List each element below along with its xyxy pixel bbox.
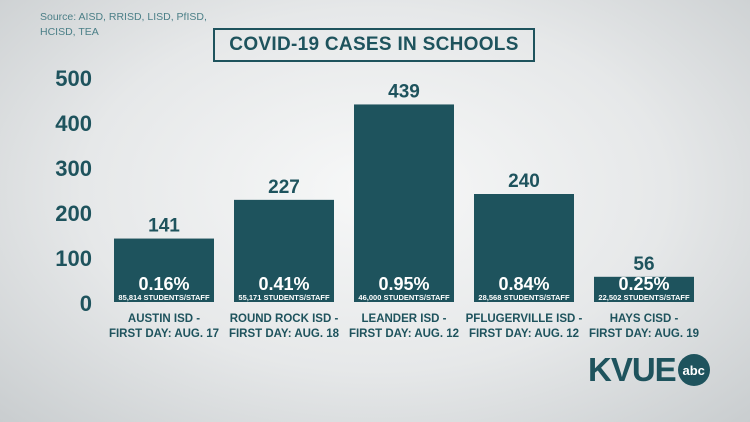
y-tick-label: 400 [55,111,92,136]
bar-percent-label: 0.25% [618,274,669,294]
x-category-label: PFLUGERVILLE ISD - [466,313,583,325]
bar [234,199,334,302]
x-category-label: LEANDER ISD - [362,313,447,325]
station-logo-text: KVUE [588,351,677,388]
x-category-label: AUSTIN ISD - [128,313,200,325]
y-tick-label: 200 [55,201,92,226]
bar [594,276,694,302]
y-tick-label: 300 [55,156,92,181]
x-category-label: FIRST DAY: AUG. 12 [349,328,459,340]
bar-population-label: 28,568 STUDENTS/STAFF [478,293,570,302]
bar [474,194,574,302]
y-tick-label: 100 [55,246,92,271]
bar-population-label: 85,814 STUDENTS/STAFF [118,293,210,302]
network-logo-icon: abc [677,354,710,386]
bar [114,238,214,302]
x-category-label: FIRST DAY: AUG. 18 [229,328,340,340]
bar-population-label: 55,171 STUDENTS/STAFF [238,293,330,302]
y-tick-label: 500 [55,66,92,91]
x-category-label: FIRST DAY: AUG. 12 [469,328,579,340]
bar-value-label: 141 [148,216,180,237]
bar-population-label: 22,502 STUDENTS/STAFF [598,293,690,302]
x-category-label: FIRST DAY: AUG. 17 [109,328,219,340]
bar-value-label: 240 [508,171,540,192]
source-note: Source: AISD, RRISD, LISD, PfISD, HCISD,… [40,11,207,38]
bar-value-label: 56 [633,254,654,275]
y-tick-label: 0 [80,291,92,316]
x-category-label: ROUND ROCK ISD - [230,313,339,325]
x-category-label: HAYS CISD - [610,313,679,325]
bar-percent-label: 0.41% [258,274,309,294]
station-logo: KVUE abc [588,352,710,388]
bar-percent-label: 0.16% [138,274,189,294]
bar-percent-label: 0.84% [498,274,549,294]
bar-value-label: 439 [388,81,420,102]
bar [354,104,454,302]
chart-title: COVID-19 CASES IN SCHOOLS [213,28,535,62]
x-category-label: FIRST DAY: AUG. 19 [589,328,699,340]
bar-percent-label: 0.95% [378,274,429,294]
bar-value-label: 227 [268,177,300,198]
bar-population-label: 46,000 STUDENTS/STAFF [358,293,450,302]
